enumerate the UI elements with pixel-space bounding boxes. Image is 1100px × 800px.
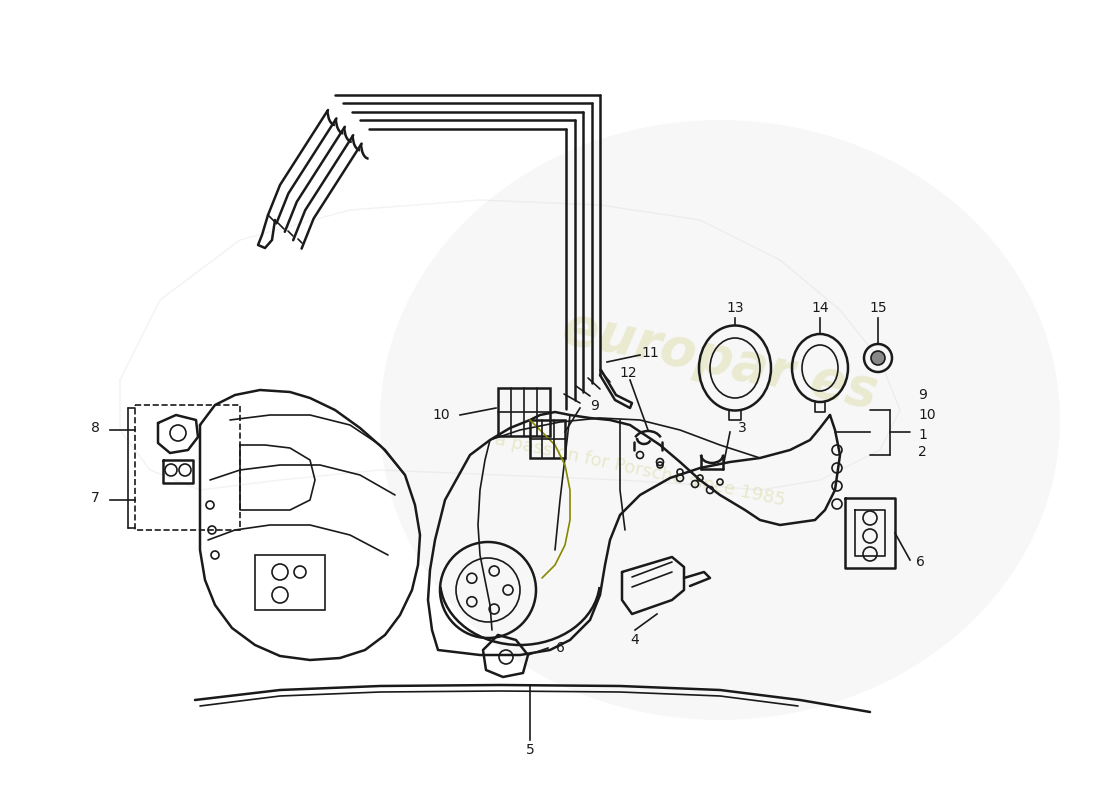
Text: 10: 10 — [918, 408, 936, 422]
Text: 9: 9 — [918, 388, 927, 402]
Text: 15: 15 — [869, 301, 887, 315]
Text: 6: 6 — [556, 641, 565, 655]
Bar — [135, 405, 240, 530]
Text: 7: 7 — [91, 491, 100, 505]
Text: 8: 8 — [91, 421, 100, 435]
Text: 6: 6 — [916, 555, 925, 569]
Bar — [530, 420, 565, 458]
Text: 13: 13 — [726, 301, 744, 315]
Ellipse shape — [379, 120, 1060, 720]
Text: europar es: europar es — [558, 302, 882, 418]
Text: 10: 10 — [432, 408, 450, 422]
Text: 1: 1 — [918, 428, 927, 442]
Text: 9: 9 — [590, 399, 598, 413]
Text: 3: 3 — [738, 421, 747, 435]
Bar — [255, 555, 324, 610]
Text: a passion for Porsche since 1985: a passion for Porsche since 1985 — [493, 430, 786, 510]
Text: 12: 12 — [619, 366, 637, 380]
Bar — [498, 388, 550, 436]
Text: 11: 11 — [641, 346, 659, 360]
Text: 14: 14 — [811, 301, 828, 315]
Text: 4: 4 — [630, 633, 639, 647]
Circle shape — [871, 351, 886, 365]
Text: 2: 2 — [918, 445, 926, 459]
Text: 5: 5 — [526, 743, 535, 757]
